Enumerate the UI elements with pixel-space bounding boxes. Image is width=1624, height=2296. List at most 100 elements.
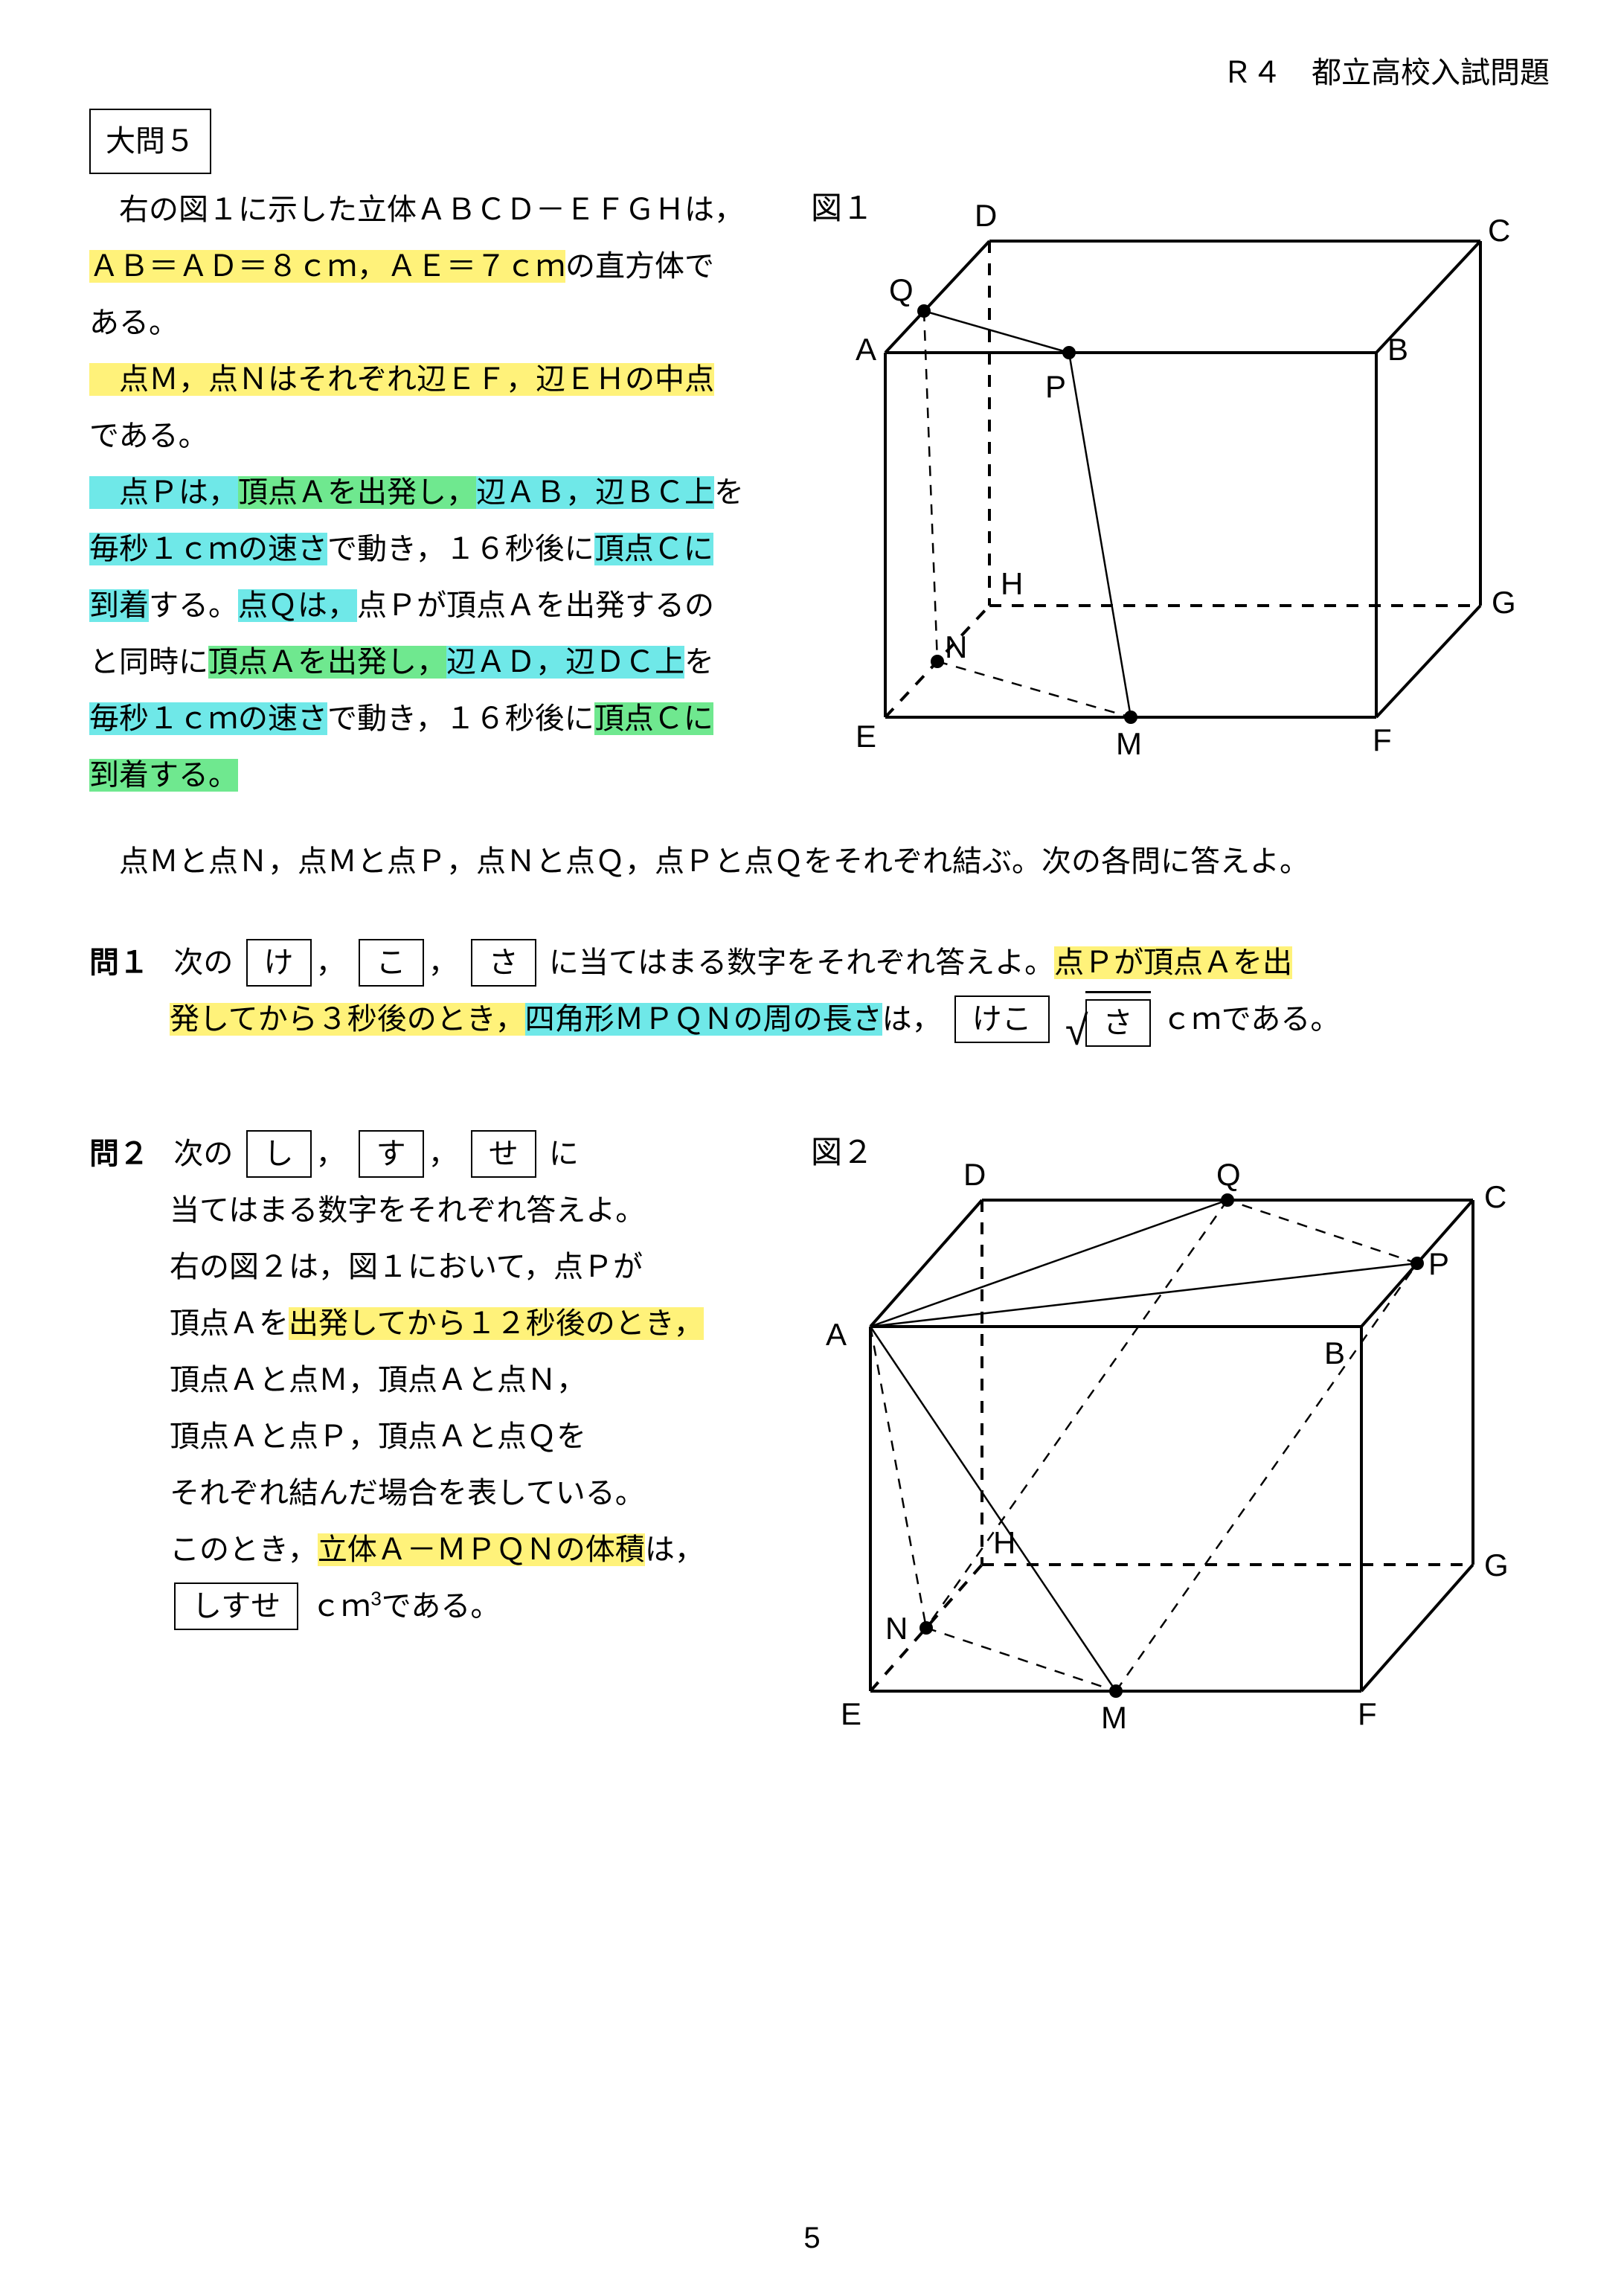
lbl-D: D xyxy=(963,1157,986,1192)
blank-ke: け xyxy=(246,939,312,987)
q2-line-1: 問２ 次の し， す， せ に xyxy=(89,1126,759,1182)
q2-line-8: このとき，立体Ａ－ＭＰＱＮの体積は， xyxy=(89,1521,759,1578)
lbl-E: E xyxy=(841,1696,861,1731)
hl: 毎秒１ｃｍの速さ xyxy=(89,533,327,565)
hl: 点Ｐは， xyxy=(89,476,238,509)
sqrt: √ さ xyxy=(1065,991,1151,1051)
lbl-M: M xyxy=(1116,726,1142,761)
lbl-P: P xyxy=(1045,369,1066,404)
q1-line-1: 問１ 次の け， こ， さ に当てはまる数字をそれぞれ答えよ。点Ｐが頂点Ａを出 xyxy=(89,934,1550,991)
lbl-H: H xyxy=(1001,566,1023,601)
q2-text: 問２ 次の し， す， せ に 当てはまる数字をそれぞれ答えよ。 右の図２は，図… xyxy=(89,1126,759,1635)
sqrt-box: さ xyxy=(1085,991,1151,1051)
t: を xyxy=(684,646,714,679)
q1-label: 問１ xyxy=(89,946,149,979)
t: は， xyxy=(882,1003,942,1036)
intro-line-3: ある。 xyxy=(89,295,774,351)
hl: 到着 xyxy=(89,589,149,622)
t: 次の xyxy=(173,946,233,979)
hl: ＡＢ＝ＡＤ＝８ｃｍ，ＡＥ＝７ｃｍ xyxy=(89,250,565,283)
lbl-G: G xyxy=(1492,585,1516,620)
intro-line-4: 点Ｍ，点Ｎはそれぞれ辺ＥＦ，辺ＥＨの中点 xyxy=(89,351,774,408)
t: 次の xyxy=(173,1138,233,1170)
intro-line-8: 到着する。点Ｑは，点Ｐが頂点Ａを出発するの xyxy=(89,577,774,634)
t: に当てはまる数字をそれぞれ答えよ。 xyxy=(549,946,1054,979)
lbl-B: B xyxy=(1324,1335,1345,1370)
intro-line-2: ＡＢ＝ＡＤ＝８ｃｍ，ＡＥ＝７ｃｍの直方体で xyxy=(89,238,774,295)
lbl-N: N xyxy=(885,1611,908,1646)
q2-line-9: しすせ ｃｍ3である。 xyxy=(89,1578,759,1635)
t: を xyxy=(714,476,744,509)
figure-2-svg: 図２ xyxy=(781,1126,1540,1736)
t: で動き，１６秒後に xyxy=(327,702,594,735)
t: の直方体で xyxy=(565,250,714,283)
intro-line-6: 点Ｐは，頂点Ａを出発し，辺ＡＢ，辺ＢＣ上を xyxy=(89,464,774,521)
hl: 立体Ａ－ＭＰＱＮの体積 xyxy=(318,1533,645,1566)
lbl-F: F xyxy=(1373,722,1392,757)
lbl-N: N xyxy=(945,629,967,664)
blank-su: す xyxy=(359,1130,424,1178)
intro-text: 右の図１に示した立体ＡＢＣＤ－ＥＦＧＨは， ＡＢ＝ＡＤ＝８ｃｍ，ＡＥ＝７ｃｍの直… xyxy=(89,182,774,804)
lbl-F: F xyxy=(1358,1696,1377,1731)
hl: 点Ｐが頂点Ａを出 xyxy=(1054,946,1292,979)
lbl-P: P xyxy=(1428,1246,1449,1281)
figure-2: 図２ xyxy=(781,1126,1550,1736)
hl: 点Ｑは， xyxy=(238,589,357,622)
t: と同時に xyxy=(89,646,208,679)
t: に xyxy=(549,1138,579,1170)
intro-line-11: 到着する。 xyxy=(89,747,774,804)
lbl-C: C xyxy=(1488,213,1510,248)
lbl-A: A xyxy=(856,332,876,367)
t: このとき， xyxy=(170,1533,318,1566)
fig2-label: 図２ xyxy=(811,1135,873,1170)
lbl-C: C xyxy=(1484,1179,1506,1214)
hl: 発してから３秒後のとき， xyxy=(170,1003,525,1036)
hl: 毎秒１ｃｍの速さ xyxy=(89,702,327,735)
hl: 頂点Ａを出発し， xyxy=(208,646,446,679)
intro-block: 右の図１に示した立体ＡＢＣＤ－ＥＦＧＨは， ＡＢ＝ＡＤ＝８ｃｍ，ＡＥ＝７ｃｍの直… xyxy=(89,182,1550,804)
lbl-Q: Q xyxy=(1216,1157,1241,1192)
lbl-H: H xyxy=(993,1525,1015,1560)
blank-keko: けこ xyxy=(954,995,1050,1043)
q2-line-4: 頂点Ａを出発してから１２秒後のとき， xyxy=(89,1295,759,1352)
t: で動き，１６秒後に xyxy=(327,533,594,565)
blank-ko: こ xyxy=(359,939,424,987)
hl: 頂点Ｃに xyxy=(594,533,713,565)
intro-line-7: 毎秒１ｃｍの速さで動き，１６秒後に頂点Ｃに xyxy=(89,521,774,577)
fig1-label: 図１ xyxy=(811,190,873,225)
hl: 四角形ＭＰＱＮの周の長さ xyxy=(525,1003,882,1036)
q2-line-2: 当てはまる数字をそれぞれ答えよ。 xyxy=(89,1182,759,1239)
hl: 点Ｍ，点Ｎはそれぞれ辺ＥＦ，辺ＥＨの中点 xyxy=(89,363,714,396)
section-label: 大問５ xyxy=(89,109,211,174)
question-2: 問２ 次の し， す， せ に 当てはまる数字をそれぞれ答えよ。 右の図２は，図… xyxy=(89,1126,1550,1736)
page: Ｒ４ 都立高校入試問題 大問５ 右の図１に示した立体ＡＢＣＤ－ＥＦＧＨは， ＡＢ… xyxy=(0,0,1624,2296)
intro-line-5: である。 xyxy=(89,408,774,464)
q2-row: 問２ 次の し， す， せ に 当てはまる数字をそれぞれ答えよ。 右の図２は，図… xyxy=(89,1126,1550,1736)
page-number: 5 xyxy=(803,2210,820,2266)
lbl-Q: Q xyxy=(889,272,914,307)
t: 頂点Ａを xyxy=(170,1307,289,1340)
t: する。 xyxy=(149,589,238,622)
lbl-G: G xyxy=(1484,1548,1509,1582)
q2-line-3: 右の図２は，図１において，点Ｐが xyxy=(89,1239,759,1295)
lbl-A: A xyxy=(826,1317,847,1352)
blank-shi: し xyxy=(246,1130,312,1178)
header-right: Ｒ４ 都立高校入試問題 xyxy=(89,45,1550,101)
t: ｃｍ xyxy=(311,1590,370,1623)
figure-1-svg: 図１ xyxy=(796,182,1525,762)
q2-label: 問２ xyxy=(89,1138,149,1170)
hl: 辺ＡＤ，辺ＤＣ上 xyxy=(446,646,684,679)
q2-line-5: 頂点Ａと点Ｍ，頂点Ａと点Ｎ， xyxy=(89,1352,759,1408)
blank-sa: さ xyxy=(471,939,536,987)
question-1: 問１ 次の け， こ， さ に当てはまる数字をそれぞれ答えよ。点Ｐが頂点Ａを出 … xyxy=(89,934,1550,1051)
t: は， xyxy=(645,1533,705,1566)
figure-1: 図１ xyxy=(796,182,1550,762)
t: である。 xyxy=(382,1590,501,1623)
hl: 頂点Ａを出発し， xyxy=(238,476,476,509)
intro-tail: 点Ｍと点Ｎ，点Ｍと点Ｐ，点Ｎと点Ｑ，点Ｐと点Ｑをそれぞれ結ぶ。次の各問に答えよ。 xyxy=(89,833,1550,890)
q1-line-2: 発してから３秒後のとき，四角形ＭＰＱＮの周の長さは， けこ √ さ ｃｍである。 xyxy=(89,991,1550,1051)
intro-line-10: 毎秒１ｃｍの速さで動き，１６秒後に頂点Ｃに xyxy=(89,690,774,747)
t: 点Ｐが頂点Ａを出発するの xyxy=(357,589,714,622)
hl: 到着する。 xyxy=(89,759,238,792)
sup3: 3 xyxy=(370,1588,381,1610)
